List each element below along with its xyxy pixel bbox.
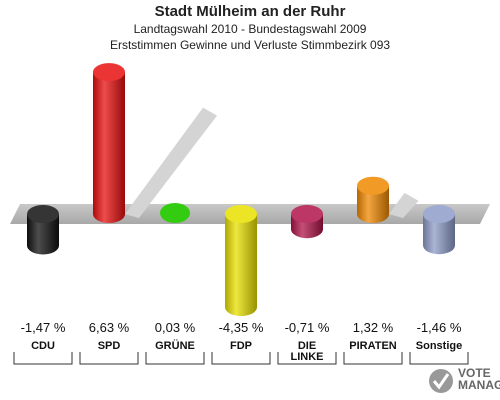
bar-shadow: [389, 192, 419, 218]
bar-shadow: [125, 107, 218, 218]
bar-spd: [93, 63, 125, 223]
bar-bottom-cap: [93, 205, 125, 223]
category-label: CDU: [31, 340, 55, 352]
value-label: -1,47 %: [21, 320, 66, 335]
bar-bottom-cap: [27, 236, 59, 255]
category-bracket: [409, 352, 469, 365]
bar-fdp: [225, 205, 257, 317]
bar-die-linke: [291, 205, 323, 239]
bar-top-cap: [291, 205, 323, 223]
bar-grüne: [160, 203, 190, 223]
value-label: -1,46 %: [417, 320, 462, 335]
logo-text-line2: MANAGER: [458, 378, 500, 392]
category-label: FDP: [230, 340, 252, 352]
bar-bottom-cap: [423, 236, 455, 255]
bar-bottom-cap: [225, 298, 257, 317]
value-label: -0,71 %: [285, 320, 330, 335]
value-label: -4,35 %: [219, 320, 264, 335]
bar-top-cap: [225, 205, 257, 223]
chart-subtitle: Landtagswahl 2010 - Bundestagswahl 2009: [133, 22, 367, 36]
bar-top-cap: [27, 205, 59, 223]
category-label: LINKE: [291, 351, 324, 363]
vote-manager-icon: [429, 369, 453, 393]
chart-subtitle-2: Erststimmen Gewinne und Verluste Stimmbe…: [109, 38, 391, 52]
value-label: 6,63 %: [89, 320, 130, 335]
bar-cdu: [27, 205, 59, 255]
bar-top-cap: [93, 63, 125, 82]
category-bracket: [211, 352, 271, 365]
bar-disc: [160, 203, 190, 223]
category-label: SPD: [98, 340, 121, 352]
category-bracket: [13, 352, 73, 365]
category-bracket: [79, 352, 139, 365]
bar-sonstige: [423, 205, 455, 255]
bar-top-cap: [357, 176, 389, 195]
category-bracket: [343, 352, 403, 365]
value-label: 0,03 %: [155, 320, 196, 335]
category-label: GRÜNE: [155, 339, 195, 352]
category-bracket: [145, 352, 205, 365]
bar-bottom-cap: [291, 220, 323, 239]
category-bracket: [277, 352, 337, 365]
category-label: Sonstige: [416, 340, 462, 352]
bar-body: [93, 72, 125, 214]
bar-bottom-cap: [357, 205, 389, 223]
bar-piraten: [357, 176, 389, 223]
value-label: 1,32 %: [353, 320, 394, 335]
category-label: DIE: [298, 340, 316, 352]
category-label: PIRATEN: [349, 340, 397, 352]
logo-text-line1: VOTE: [458, 366, 491, 380]
chart-title: Stadt Mülheim an der Ruhr: [154, 3, 346, 20]
bar-body: [225, 214, 257, 308]
bar-top-cap: [423, 205, 455, 223]
